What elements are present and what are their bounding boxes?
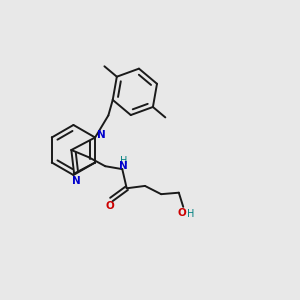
Text: N: N [119,161,128,171]
Text: O: O [177,208,186,218]
Text: N: N [72,176,81,186]
Text: H: H [187,209,194,219]
Text: H: H [120,156,127,166]
Text: N: N [97,130,106,140]
Text: O: O [106,201,114,211]
